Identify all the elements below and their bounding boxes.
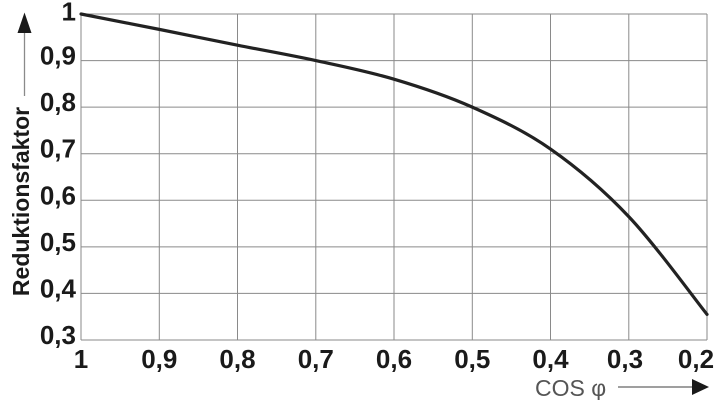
svg-text:0,4: 0,4 — [40, 273, 77, 303]
svg-text:0,3: 0,3 — [40, 320, 76, 350]
svg-text:1: 1 — [74, 344, 88, 374]
svg-text:0,6: 0,6 — [40, 180, 76, 210]
svg-text:0,5: 0,5 — [454, 344, 490, 374]
svg-text:Reduktionsfaktor: Reduktionsfaktor — [8, 107, 34, 296]
svg-text:0,5: 0,5 — [40, 227, 76, 257]
svg-text:0,6: 0,6 — [376, 344, 412, 374]
svg-text:0,4: 0,4 — [532, 344, 569, 374]
svg-text:0,3: 0,3 — [607, 344, 643, 374]
svg-text:1: 1 — [62, 0, 76, 27]
svg-text:0,9: 0,9 — [141, 344, 177, 374]
svg-text:0,7: 0,7 — [298, 344, 334, 374]
svg-text:0,8: 0,8 — [219, 344, 255, 374]
svg-text:COS φ: COS φ — [535, 375, 606, 400]
svg-text:0,7: 0,7 — [40, 134, 76, 164]
svg-text:0,9: 0,9 — [40, 41, 76, 71]
svg-text:0,2: 0,2 — [678, 344, 714, 374]
svg-text:0,8: 0,8 — [40, 87, 76, 117]
